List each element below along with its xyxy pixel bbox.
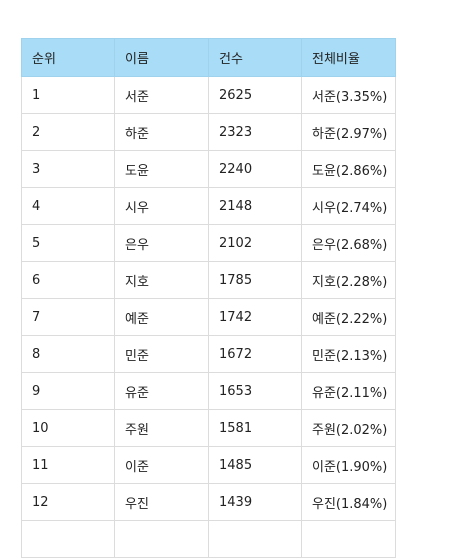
cell-name: 예준 — [114, 298, 209, 336]
table-row: 10 주원 1581 주원(2.02%) — [21, 409, 396, 447]
cell-ratio: 지호(2.28%) — [301, 261, 396, 299]
cell-count: 1742 — [208, 298, 302, 336]
cell-name: 서준 — [114, 76, 209, 114]
cell-count: 2148 — [208, 187, 302, 225]
cell-rank: 11 — [21, 446, 115, 484]
cell-rank: 9 — [21, 372, 115, 410]
cell-count: 2240 — [208, 150, 302, 188]
cell-ratio: 도윤(2.86%) — [301, 150, 396, 188]
cell-rank: 4 — [21, 187, 115, 225]
cell-rank: 7 — [21, 298, 115, 336]
cell-ratio: 우진(1.84%) — [301, 483, 396, 521]
table-row: 3 도윤 2240 도윤(2.86%) — [21, 150, 396, 188]
cell-ratio: 예준(2.22%) — [301, 298, 396, 336]
cell-ratio: 서준(3.35%) — [301, 76, 396, 114]
cell-name: 우진 — [114, 483, 209, 521]
cell-count: 2102 — [208, 224, 302, 262]
cell-count: 1581 — [208, 409, 302, 447]
cell-rank — [21, 520, 115, 558]
cell-name: 주원 — [114, 409, 209, 447]
cell-name: 하준 — [114, 113, 209, 151]
cell-name: 은우 — [114, 224, 209, 262]
header-rank: 순위 — [21, 38, 115, 77]
name-ranking-table-container: 순위 이름 건수 전체비율 1 서준 2625 서준(3.35%) 2 하준 2323 하준(… — [21, 38, 396, 558]
cell-rank: 3 — [21, 150, 115, 188]
cell-rank: 6 — [21, 261, 115, 299]
table-row: 1 서준 2625 서준(3.35%) — [21, 76, 396, 114]
cell-name: 도윤 — [114, 150, 209, 188]
table-header: 순위 이름 건수 전체비율 — [21, 38, 396, 77]
table-row: 5 은우 2102 은우(2.68%) — [21, 224, 396, 262]
cell-count: 2625 — [208, 76, 302, 114]
cell-rank: 2 — [21, 113, 115, 151]
cell-name: 유준 — [114, 372, 209, 410]
cell-ratio: 주원(2.02%) — [301, 409, 396, 447]
cell-count: 1653 — [208, 372, 302, 410]
cell-name — [114, 520, 209, 558]
name-ranking-table: 순위 이름 건수 전체비율 1 서준 2625 서준(3.35%) 2 하준 2323 하준(… — [21, 38, 396, 558]
cell-count: 1485 — [208, 446, 302, 484]
cell-count: 1672 — [208, 335, 302, 373]
cell-rank: 5 — [21, 224, 115, 262]
cell-rank: 12 — [21, 483, 115, 521]
header-ratio: 전체비율 — [301, 38, 396, 77]
cell-rank: 8 — [21, 335, 115, 373]
cell-rank: 1 — [21, 76, 115, 114]
cell-ratio: 이준(1.90%) — [301, 446, 396, 484]
table-row: 9 유준 1653 유준(2.11%) — [21, 372, 396, 410]
table-row: 8 민준 1672 민준(2.13%) — [21, 335, 396, 373]
cell-name: 시우 — [114, 187, 209, 225]
table-row: 6 지호 1785 지호(2.28%) — [21, 261, 396, 299]
header-count: 건수 — [208, 38, 302, 77]
cell-ratio: 하준(2.97%) — [301, 113, 396, 151]
table-row: 11 이준 1485 이준(1.90%) — [21, 446, 396, 484]
cell-ratio: 은우(2.68%) — [301, 224, 396, 262]
cell-count: 1785 — [208, 261, 302, 299]
table-row: 2 하준 2323 하준(2.97%) — [21, 113, 396, 151]
cell-count: 2323 — [208, 113, 302, 151]
cell-count — [208, 520, 302, 558]
table-row — [21, 520, 396, 558]
cell-name: 지호 — [114, 261, 209, 299]
cell-rank: 10 — [21, 409, 115, 447]
table-body: 1 서준 2625 서준(3.35%) 2 하준 2323 하준(2.97%) 3 도윤 2240 도… — [21, 76, 396, 558]
cell-ratio — [301, 520, 396, 558]
header-name: 이름 — [114, 38, 209, 77]
cell-ratio: 민준(2.13%) — [301, 335, 396, 373]
table-row: 7 예준 1742 예준(2.22%) — [21, 298, 396, 336]
header-row: 순위 이름 건수 전체비율 — [21, 38, 396, 77]
cell-ratio: 유준(2.11%) — [301, 372, 396, 410]
cell-ratio: 시우(2.74%) — [301, 187, 396, 225]
cell-name: 민준 — [114, 335, 209, 373]
table-row: 12 우진 1439 우진(1.84%) — [21, 483, 396, 521]
cell-name: 이준 — [114, 446, 209, 484]
cell-count: 1439 — [208, 483, 302, 521]
table-row: 4 시우 2148 시우(2.74%) — [21, 187, 396, 225]
